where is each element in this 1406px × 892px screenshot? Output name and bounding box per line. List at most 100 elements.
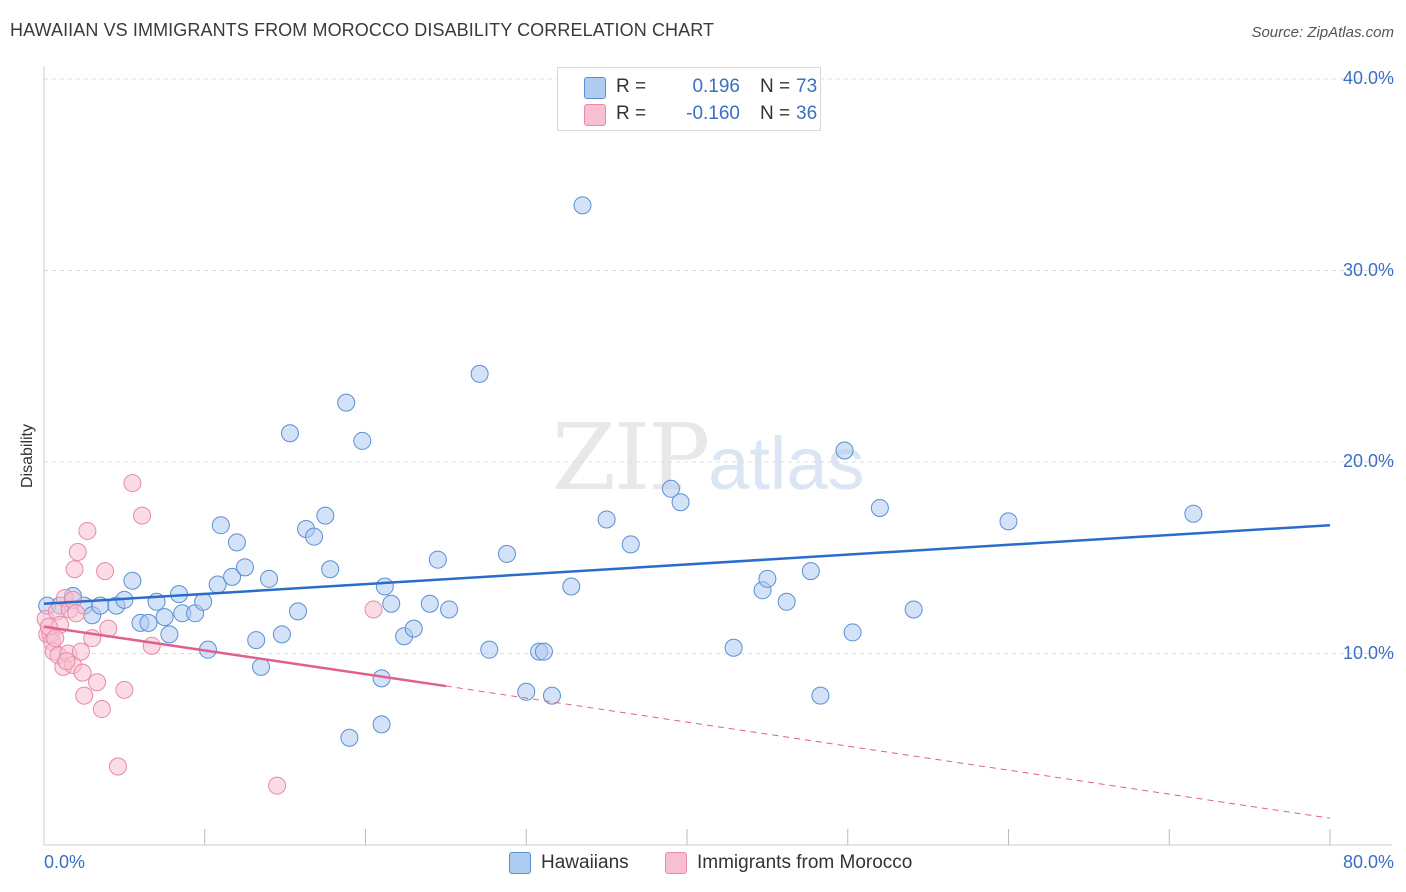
morocco-point	[123, 474, 142, 493]
morocco-point	[67, 604, 86, 623]
hawaiians-point	[404, 619, 423, 638]
legend-r-value: 0.196	[692, 76, 740, 97]
legend-n-value: 36	[796, 103, 818, 124]
hawaiians-point	[305, 527, 324, 546]
hawaiians-point	[497, 544, 516, 563]
morocco-trendline	[43, 625, 447, 688]
watermark: ZIPatlas	[552, 404, 864, 511]
morocco-point	[115, 680, 134, 699]
morocco-point	[268, 776, 287, 795]
legend-swatch-blue	[509, 852, 531, 874]
hawaiians-point	[811, 686, 830, 705]
hawaiians-point	[123, 571, 142, 590]
hawaiians-point	[904, 600, 923, 619]
morocco-point	[65, 560, 84, 579]
morocco-point	[78, 521, 97, 540]
legend-n-label: N =	[760, 76, 791, 97]
legend-r-value: -0.160	[686, 103, 740, 124]
morocco-point	[57, 652, 76, 671]
source-label: Source: ZipAtlas.com	[1251, 24, 1394, 41]
hawaiians-point	[480, 640, 499, 659]
hawaiians-point	[372, 715, 391, 734]
hawaiians-point	[223, 567, 242, 586]
hawaiians-point	[777, 592, 796, 611]
legend-n-label: N =	[760, 103, 791, 124]
hawaiians-point	[321, 560, 340, 579]
hawaiians-point	[155, 608, 174, 627]
hawaiians-point	[801, 562, 820, 581]
hawaiians-point	[288, 602, 307, 621]
hawaiians-point	[235, 558, 254, 577]
x-tick-label-max: 80.0%	[1342, 852, 1394, 872]
x-tick-label-min: 0.0%	[44, 852, 86, 872]
legend-swatch-blue	[584, 77, 606, 99]
chart-title: HAWAIIAN VS IMMIGRANTS FROM MOROCCO DISA…	[10, 20, 715, 40]
morocco-point	[46, 629, 65, 648]
hawaiians-point	[139, 613, 158, 632]
morocco-point	[92, 700, 111, 719]
hawaiians-point	[260, 569, 279, 588]
hawaiians-point	[573, 196, 592, 215]
hawaiians-point	[597, 510, 616, 529]
hawaiians-point	[428, 550, 447, 569]
morocco-point	[88, 673, 107, 692]
legend-swatch-pink	[665, 852, 687, 874]
morocco-point	[96, 562, 115, 581]
hawaiians-point	[843, 623, 862, 642]
hawaiians-point	[835, 441, 854, 460]
morocco-point	[73, 663, 92, 682]
watermark-atlas: atlas	[708, 422, 865, 505]
morocco-point	[75, 686, 94, 705]
hawaiians-point	[440, 600, 459, 619]
correlation-legend: R = 0.196 N = 73 R = -0.160 N = 36	[557, 67, 821, 131]
hawaiians-point	[382, 594, 401, 613]
morocco-point	[133, 506, 152, 525]
legend-swatch-pink	[584, 104, 606, 126]
hawaiians-point	[671, 493, 690, 512]
legend-label: Immigrants from Morocco	[697, 852, 913, 873]
morocco-point	[71, 642, 90, 661]
hawaiians-point	[542, 686, 561, 705]
morocco-point	[68, 543, 87, 562]
hawaiians-point	[621, 535, 640, 554]
hawaiians-point	[353, 431, 372, 450]
morocco-trendline-extension	[445, 685, 1331, 819]
hawaiians-point	[316, 506, 335, 525]
hawaiians-point	[247, 631, 266, 650]
hawaiians-point	[999, 512, 1018, 531]
y-tick-label: 30.0%	[1342, 259, 1394, 280]
legend-n-value: 73	[796, 76, 818, 97]
hawaiians-point	[517, 682, 536, 701]
legend-label: Hawaiians	[541, 852, 629, 873]
hawaiians-point	[758, 569, 777, 588]
hawaiians-point	[337, 393, 356, 412]
hawaiians-point	[724, 638, 743, 657]
hawaiians-point	[194, 592, 213, 611]
morocco-point	[108, 757, 127, 776]
hawaiians-point	[420, 594, 439, 613]
hawaiians-point	[160, 625, 179, 644]
hawaiians-point	[340, 728, 359, 747]
hawaiians-point	[534, 642, 553, 661]
y-tick-label: 20.0%	[1342, 451, 1394, 471]
hawaiians-point	[375, 577, 394, 596]
hawaiians-point	[562, 577, 581, 596]
morocco-point	[142, 636, 161, 655]
morocco-point	[364, 600, 383, 619]
hawaiians-point	[272, 625, 291, 644]
hawaiians-point	[661, 479, 680, 498]
hawaiians-point	[870, 498, 889, 517]
legend-r-label: R =	[616, 76, 647, 97]
hawaiians-point	[1184, 504, 1203, 523]
hawaiians-point	[227, 533, 246, 552]
hawaiians-point	[470, 364, 489, 383]
y-tick-label: 10.0%	[1342, 642, 1394, 663]
hawaiians-point	[211, 516, 230, 535]
hawaiians-trendline	[43, 523, 1331, 605]
y-tick-label: 40.0%	[1342, 68, 1394, 88]
hawaiians-point	[252, 657, 271, 676]
legend-r-label: R =	[616, 103, 647, 124]
watermark-zip: ZIP	[552, 404, 710, 511]
hawaiians-point	[280, 424, 299, 443]
